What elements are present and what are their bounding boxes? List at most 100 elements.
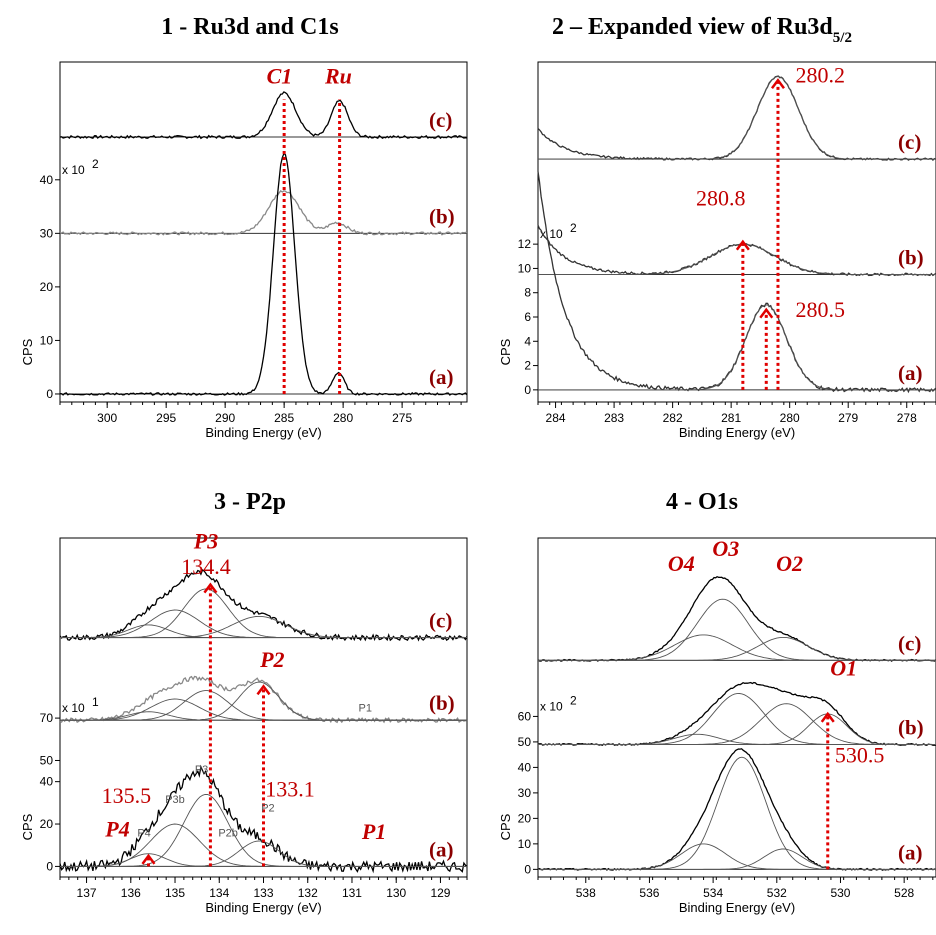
- x-tick-label: 290: [215, 411, 235, 425]
- x-tick-label: 275: [392, 411, 412, 425]
- peak-value-label: 280.5: [796, 297, 846, 322]
- y-tick-label: 40: [518, 760, 532, 774]
- peak-marker-arrow: [141, 853, 156, 865]
- component-peak: [60, 609, 467, 639]
- x-tick-label: 528: [894, 886, 914, 900]
- panel-2-title-main: 2 – Expanded view of Ru3d: [552, 14, 833, 40]
- peak-annotation: 530.5: [835, 742, 885, 767]
- series-line: [59, 91, 468, 140]
- peak-annotation: O3: [712, 536, 739, 561]
- panel-2-title: 2 – Expanded view of Ru3d5/2: [552, 14, 852, 46]
- peak-annotation: P2: [259, 647, 284, 672]
- component-peak: [538, 713, 936, 745]
- peak-annotation: C1: [267, 63, 293, 88]
- peak-annotation: O2: [776, 551, 803, 576]
- y-tick-label: 20: [40, 280, 54, 294]
- panel-3-title: 3 - P2p: [214, 489, 286, 515]
- x-tick-label: 538: [576, 886, 596, 900]
- x-tick-label: 137: [77, 886, 97, 900]
- series-line: [59, 675, 468, 724]
- x-axis-label: Binding Energy (eV): [679, 425, 795, 440]
- component-peak: [538, 243, 936, 275]
- y-tick-label: 50: [518, 735, 532, 749]
- y-scale-label: x 10: [540, 699, 563, 713]
- peak-annotation: 133.1: [265, 776, 315, 801]
- y-scale-exponent: 2: [570, 221, 577, 235]
- series-letter-label: (a): [429, 365, 454, 389]
- y-scale-label: x 10: [62, 163, 85, 177]
- y-axis-label: CPS: [20, 338, 35, 365]
- series-letter-label: (c): [429, 609, 452, 633]
- x-tick-label: 281: [721, 411, 741, 425]
- x-tick-label: 284: [546, 411, 566, 425]
- x-tick-label: 135: [165, 886, 185, 900]
- panel-4-title: 4 - O1s: [666, 489, 738, 515]
- component-label: P4: [137, 828, 150, 840]
- panel-ru3d-c1s: 300 295 290 285 280 275 0 10 20 30 40 x 10 2 Binding …: [20, 61, 468, 440]
- plot-frame: [59, 61, 468, 403]
- component-label: P2: [261, 802, 274, 814]
- y-tick-label: 60: [518, 709, 532, 723]
- component-peak: [60, 615, 467, 639]
- y-tick-label: 70: [40, 711, 54, 725]
- series-letter-label: (c): [898, 130, 921, 154]
- component-peak: [538, 304, 936, 391]
- component-peak: [538, 76, 936, 160]
- x-tick-label: 532: [767, 886, 787, 900]
- x-tick-label: 136: [121, 886, 141, 900]
- peak-annotation: 134.4: [181, 554, 231, 579]
- x-tick-label: 282: [663, 411, 683, 425]
- y-tick-label: 4: [524, 334, 531, 348]
- component-peak: [538, 703, 936, 745]
- y-tick-label: 20: [40, 817, 54, 831]
- x-tick-label: 300: [97, 411, 117, 425]
- component-label: P3b: [165, 794, 185, 806]
- x-tick-label: 283: [604, 411, 624, 425]
- series-letter-label: (b): [898, 715, 924, 739]
- y-tick-label: 12: [518, 237, 532, 251]
- component-peak: [538, 634, 936, 661]
- peak-value-label: 280.2: [796, 63, 846, 88]
- y-tick-label: 6: [524, 310, 531, 324]
- x-tick-label: 279: [838, 411, 858, 425]
- series-letter-label: (c): [429, 108, 452, 132]
- y-axis-label: CPS: [498, 338, 513, 365]
- y-tick-label: 10: [40, 333, 54, 347]
- peak-marker-arrow: [735, 239, 750, 251]
- panel-p2p: 137 136 135 134 133 132 131 130 129 0 20 40 50 70 x 10…: [20, 529, 468, 915]
- component-label: P2b: [218, 828, 238, 840]
- component-label: P3: [195, 764, 208, 776]
- x-tick-label: 131: [342, 886, 362, 900]
- peak-annotation: P1: [361, 819, 386, 844]
- x-tick-label: 278: [897, 411, 917, 425]
- x-tick-label: 536: [639, 886, 659, 900]
- series-line: [537, 224, 936, 277]
- y-scale-exponent: 2: [92, 157, 99, 171]
- y-tick-label: 20: [518, 811, 532, 825]
- x-tick-label: 295: [156, 411, 176, 425]
- y-tick-label: 40: [40, 775, 54, 789]
- component-peak: [538, 733, 936, 745]
- series-line: [59, 152, 468, 396]
- x-tick-label: 130: [386, 886, 406, 900]
- series-letter-label: (c): [898, 631, 921, 655]
- peak-value-label: 280.8: [696, 185, 746, 210]
- component-peak: [538, 598, 936, 661]
- component-peak: [538, 693, 936, 745]
- y-tick-label: 0: [46, 859, 53, 873]
- x-tick-label: 134: [209, 886, 229, 900]
- y-tick-label: 40: [40, 173, 54, 187]
- x-tick-label: 133: [253, 886, 273, 900]
- x-tick-label: 129: [430, 886, 450, 900]
- y-axis-label: CPS: [498, 813, 513, 840]
- series-letter-label: (a): [429, 837, 454, 861]
- y-tick-label: 30: [40, 226, 54, 240]
- y-tick-label: 8: [524, 286, 531, 300]
- peak-annotation: O4: [668, 551, 695, 576]
- x-axis-label: Binding Energy (eV): [205, 900, 321, 915]
- x-axis-label: Binding Energy (eV): [205, 425, 321, 440]
- peak-marker-arrow: [770, 78, 785, 89]
- y-tick-label: 10: [518, 261, 532, 275]
- component-label: P1: [359, 703, 372, 715]
